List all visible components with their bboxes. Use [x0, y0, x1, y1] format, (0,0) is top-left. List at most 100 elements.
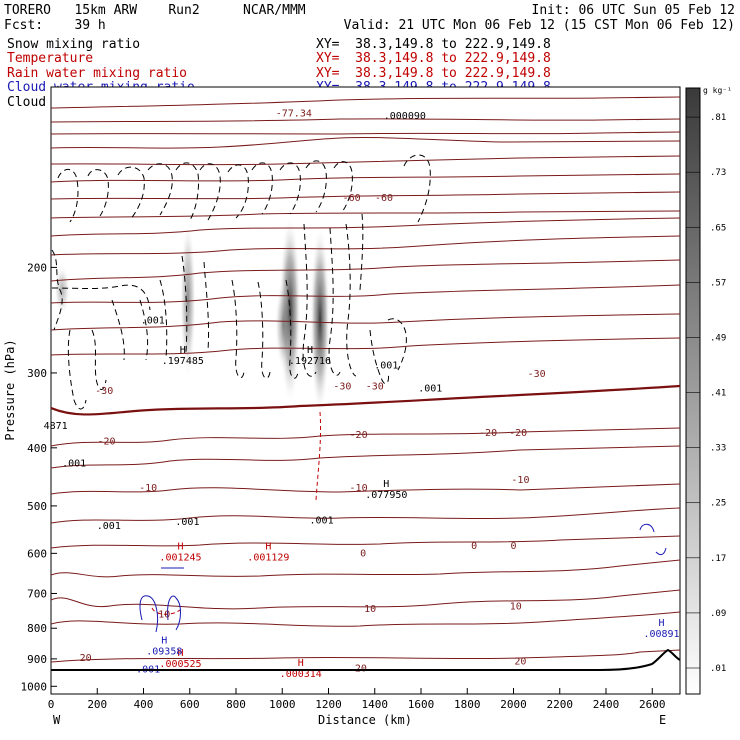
x-tick-label: 2600	[639, 698, 666, 711]
legend-temperature-xy: XY= 38.3,149.8 to 222.9,149.8	[316, 51, 551, 66]
maximum-marker: H	[177, 542, 183, 553]
colorbar-unit: g kg⁻¹	[703, 86, 732, 95]
x-tick-label: 1200	[315, 698, 342, 711]
rain-water-contours	[151, 411, 322, 615]
temperature-contour-label: -77.34	[276, 108, 312, 119]
maximum-value: .077950	[365, 490, 407, 501]
temperature-contour-label: 10	[158, 610, 170, 621]
snow-contours	[51, 154, 431, 410]
center-label: NCAR/MMM	[243, 3, 306, 18]
snow-contour-label: .001	[418, 383, 442, 394]
temperature-contour-label: -10	[139, 483, 157, 494]
temperature-contour-label: -60	[343, 193, 361, 204]
maximum-value: .000314	[280, 669, 322, 680]
east-label: E	[659, 713, 666, 727]
temperature-contour-label: -20	[479, 428, 497, 439]
x-tick-label: 1600	[408, 698, 435, 711]
x-tick-label: 1800	[454, 698, 481, 711]
temperature-contour-label: -30	[95, 386, 113, 397]
temperature-contour-label: -20	[350, 430, 368, 441]
maximum-value: .197485	[162, 356, 204, 367]
y-tick-label: 900	[27, 653, 47, 666]
x-tick-label: 0	[48, 698, 55, 711]
temperature-contour-label: -20	[97, 437, 115, 448]
temperature-contour-label: 10	[364, 604, 376, 615]
x-tick-label: 400	[134, 698, 154, 711]
y-tick-label: 800	[27, 622, 47, 635]
temperature-contour-label: 0	[510, 541, 516, 552]
maximum-marker: H	[177, 648, 183, 659]
maximum-value: .001245	[159, 553, 201, 564]
y-tick-label: 400	[27, 442, 47, 455]
temperature-contour-label: 20	[80, 653, 92, 664]
maximum-marker: H	[180, 345, 186, 356]
plot-frame	[50, 86, 681, 695]
west-label: W	[53, 713, 61, 727]
y-axis: 200 300 400 500 600 700 800 900 1000	[21, 261, 57, 693]
legend-snow-xy: XY= 38.3,149.8 to 222.9,149.8	[316, 37, 551, 52]
snow-contour-label: .001	[141, 315, 165, 326]
maximum-marker: H	[658, 618, 664, 629]
colorbar-tick-label: .81	[710, 113, 726, 123]
maximum-marker: H	[161, 636, 167, 647]
colorbar-tick-label: .49	[710, 333, 726, 343]
x-tick-label: 600	[180, 698, 200, 711]
colorbar-tick-label: .25	[710, 499, 726, 509]
maximum-value: .192716	[289, 356, 331, 367]
x-tick-label: 2000	[500, 698, 527, 711]
temperature-contour-label: 0	[360, 548, 366, 559]
maximum-value: 4871	[44, 421, 68, 432]
x-tick-label: 2200	[547, 698, 574, 711]
temperature-contour-label: -30	[366, 382, 384, 393]
snow-contour-label: .001	[97, 521, 121, 532]
temperature-contour-label: -60	[375, 193, 393, 204]
maximum-marker: H	[298, 658, 304, 669]
forecast-hour: Fcst: 39 h	[4, 18, 106, 33]
colorbar-tick-label: .65	[710, 223, 726, 233]
legend-temperature-label: Temperature	[7, 51, 93, 66]
temperature-contour-label: -30	[528, 369, 546, 380]
temperature-contour-label: 20	[514, 657, 526, 668]
valid-time: Valid: 21 UTC Mon 06 Feb 12 (15 CST Mon …	[344, 18, 735, 33]
maximum-value: .00891	[643, 629, 679, 640]
y-tick-label: 700	[27, 587, 47, 600]
maximum-marker: H	[307, 345, 313, 356]
x-tick-label: 800	[226, 698, 246, 711]
maximum-marker: H	[383, 479, 389, 490]
x-tick-label: 1000	[269, 698, 296, 711]
terrain-line	[51, 648, 681, 671]
x-axis-title: Distance (km)	[318, 713, 412, 727]
y-tick-label: 500	[27, 500, 47, 513]
temperature-contour-label: -20	[509, 428, 527, 439]
y-axis-title: Pressure (hPa)	[3, 339, 17, 440]
snow-contour-labels: .001 .001 .001 .001 .001 .001 .001	[62, 315, 442, 531]
maximum-marker: H	[265, 542, 271, 553]
snow-contour-label: .001	[310, 516, 334, 527]
snow-contour-label: .001	[175, 517, 199, 528]
colorbar-tick-label: .09	[710, 609, 726, 619]
maximum-value: .001129	[247, 553, 289, 564]
colorbar: .01 .09 .17 .25 .33 .41 .49 .57 .65 .73 .81 g kg⁻¹	[685, 86, 732, 695]
legend-rain-label: Rain water mixing ratio	[7, 66, 187, 81]
colorbar-gradient	[685, 87, 701, 695]
snow-contour-label: .001	[62, 459, 86, 470]
x-tick-label: 200	[87, 698, 107, 711]
snow-contour-label: .001	[374, 361, 398, 372]
colorbar-tick-label: .17	[710, 554, 726, 564]
init-time: Init: 06 UTC Sun 05 Feb 12	[532, 3, 736, 18]
temperature-contour-label: -10	[511, 475, 529, 486]
colorbar-tick-label: .57	[710, 278, 726, 288]
maximum-value: .09358	[146, 647, 182, 658]
colorbar-tick-label: .33	[710, 444, 726, 454]
colorbar-tick-label: .73	[710, 168, 726, 178]
temperature-contour-label: -10	[350, 483, 368, 494]
x-axis: 0 200 400 600 800 1000 1200 1400 1600 1800 2000 220…	[48, 688, 666, 711]
maximum-value: .000525	[159, 659, 201, 670]
x-tick-label: 1400	[362, 698, 389, 711]
temperature-isotherms	[51, 96, 680, 663]
y-tick-label: 300	[27, 367, 47, 380]
colorbar-tick-label: .41	[710, 389, 726, 399]
y-tick-label: 600	[27, 547, 47, 560]
legend-rain-xy: XY= 38.3,149.8 to 222.9,149.8	[316, 66, 551, 81]
